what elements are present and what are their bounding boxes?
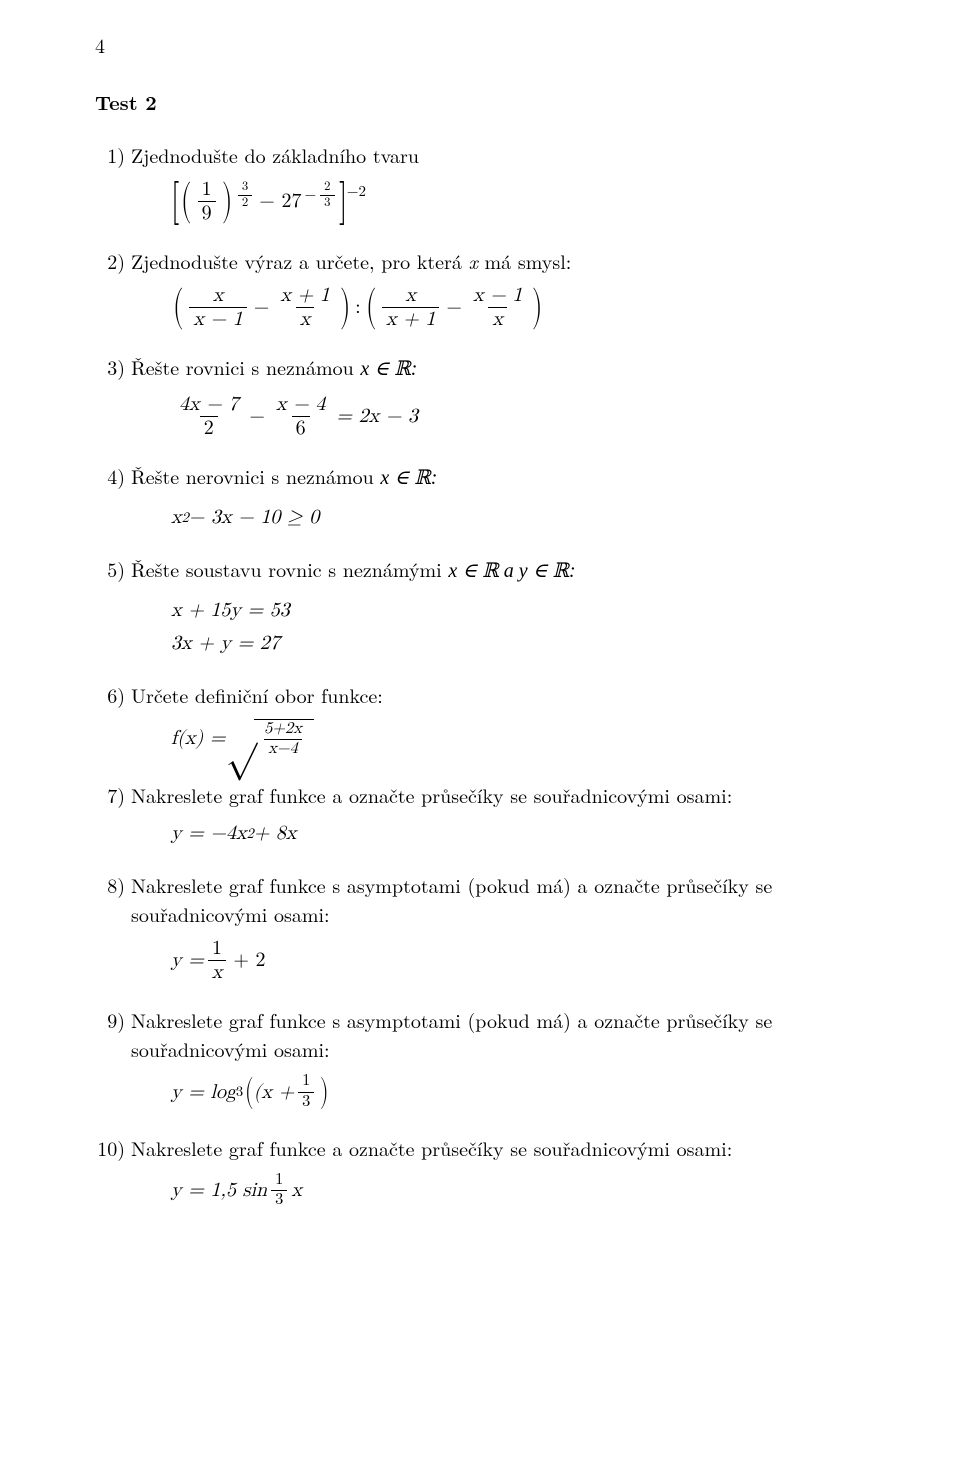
equation: 4x − 72 − x − 46 = 2x − 3 bbox=[171, 394, 865, 439]
lhs: y = 1,5 sin bbox=[171, 1176, 267, 1205]
fraction-den: x + 1 bbox=[382, 307, 439, 330]
problem-number: 7) bbox=[95, 780, 125, 809]
problem-text: Určete definiční obor funkce: bbox=[131, 680, 383, 709]
fraction-den: x − 1 bbox=[189, 307, 246, 330]
tail: + 2 bbox=[233, 946, 265, 975]
exp-den: 3 bbox=[320, 195, 334, 210]
fraction-den: 3 bbox=[298, 1092, 314, 1111]
right-paren: ) bbox=[320, 1078, 329, 1107]
problem-number: 1) bbox=[95, 140, 125, 169]
right-paren: ) bbox=[221, 183, 232, 221]
fraction-den: x bbox=[488, 307, 507, 330]
problem-list: 1) Zjednodušte do základního tvaru [ ( 1… bbox=[95, 140, 865, 1209]
fraction-den: x bbox=[296, 307, 315, 330]
colon: : bbox=[355, 293, 361, 322]
problem-number: 5) bbox=[95, 554, 125, 583]
problem-1: 1) Zjednodušte do základního tvaru [ ( 1… bbox=[95, 140, 865, 224]
equation-line-2: 3x + y = 27 bbox=[171, 629, 865, 658]
fraction-den: 3 bbox=[271, 1190, 287, 1209]
problem-8: 8) Nakreslete graf funkce s asymptotami … bbox=[95, 870, 865, 983]
fraction-num: 1 bbox=[208, 938, 226, 960]
exp-num: 3 bbox=[238, 181, 252, 195]
fraction-den: 6 bbox=[292, 416, 310, 439]
problem-3: 3) Řešte rovnici s neznámou x ∈ ℝ: 4x − … bbox=[95, 352, 865, 439]
problem-number: 3) bbox=[95, 352, 125, 381]
fraction-den: 9 bbox=[198, 201, 216, 224]
page-number: 4 bbox=[95, 30, 865, 59]
problem-number: 10) bbox=[95, 1133, 125, 1162]
problem-2: 2) Zjednodušte výraz a určete, pro která… bbox=[95, 246, 865, 330]
fraction-num: 1 bbox=[198, 179, 216, 201]
right-bracket: ] bbox=[338, 182, 347, 222]
sqrt-icon: √ bbox=[225, 719, 257, 758]
minus-term: − 27 bbox=[259, 187, 301, 216]
lhs: y = log bbox=[171, 1078, 236, 1107]
equation: ( xx − 1 − x + 1x ) : ( xx + 1 − x − 1x … bbox=[171, 285, 865, 330]
rhs: = 2x − 3 bbox=[336, 402, 418, 431]
fraction-num: x bbox=[401, 285, 420, 307]
paren-content: (x + bbox=[254, 1078, 295, 1107]
problem-text: Řešte nerovnici s neznámou x ∈ ℝ: bbox=[131, 461, 437, 490]
problem-10: 10) Nakreslete graf funkce a označte prů… bbox=[95, 1133, 865, 1209]
problem-number: 6) bbox=[95, 680, 125, 709]
page: 4 Test 2 1) Zjednodušte do základního tv… bbox=[0, 0, 960, 1482]
problem-text: Nakreslete graf funkce s asymptotami (po… bbox=[131, 870, 772, 928]
fraction-den: 2 bbox=[200, 416, 218, 439]
lhs: f(x) = bbox=[171, 724, 225, 753]
equation: f(x) = √ 5+2x x−4 bbox=[171, 719, 865, 758]
fraction-den: x bbox=[208, 960, 227, 983]
left-bracket: [ bbox=[171, 182, 180, 222]
problem-number: 4) bbox=[95, 461, 125, 490]
fraction-den: x−4 bbox=[264, 739, 302, 758]
problem-9: 9) Nakreslete graf funkce s asymptotami … bbox=[95, 1005, 865, 1110]
problem-text: Nakreslete graf funkce s asymptotami (po… bbox=[131, 1005, 772, 1063]
fraction-num: 1 bbox=[271, 1172, 287, 1190]
fraction-num: 1 bbox=[298, 1073, 314, 1091]
problem-text: Řešte rovnici s neznámou x ∈ ℝ: bbox=[131, 352, 417, 381]
problem-6: 6) Určete definiční obor funkce: f(x) = … bbox=[95, 680, 865, 758]
problem-4: 4) Řešte nerovnici s neznámou x ∈ ℝ: x2 … bbox=[95, 461, 865, 532]
lhs: y = bbox=[171, 946, 204, 975]
problem-text: Zjednodušte do základního tvaru bbox=[131, 140, 419, 169]
exp-sign: − bbox=[305, 187, 317, 202]
equation: y = 1,5 sin 13 x bbox=[171, 1172, 865, 1209]
problem-5: 5) Řešte soustavu rovnic s neznámými x ∈… bbox=[95, 554, 865, 658]
equation: y = −4x2 + 8x bbox=[171, 819, 865, 848]
fraction-num: x − 1 bbox=[469, 285, 526, 307]
outer-exponent: −2 bbox=[347, 181, 366, 203]
problem-number: 2) bbox=[95, 246, 125, 275]
tail: x bbox=[291, 1176, 302, 1205]
problem-text: Zjednodušte výraz a určete, pro která x … bbox=[131, 246, 571, 275]
test-heading: Test 2 bbox=[95, 87, 865, 116]
problem-text: Nakreslete graf funkce a označte průsečí… bbox=[131, 780, 732, 809]
problem-text: Řešte soustavu rovnic s neznámými x ∈ ℝ … bbox=[131, 554, 576, 583]
equation-line-1: x + 15y = 53 bbox=[171, 596, 865, 625]
problem-text: Nakreslete graf funkce a označte průsečí… bbox=[131, 1133, 732, 1162]
equation: y = 1x + 2 bbox=[171, 938, 865, 983]
problem-number: 9) bbox=[95, 1005, 125, 1034]
fraction-num: x − 4 bbox=[272, 394, 329, 416]
fraction-num: x bbox=[209, 285, 228, 307]
equation: y = log3 ((x + 13 ) bbox=[171, 1073, 865, 1110]
equation: x2 − 3x − 10 ≥ 0 bbox=[171, 503, 865, 532]
fraction-num: x + 1 bbox=[276, 285, 333, 307]
left-paren: ( bbox=[181, 183, 192, 221]
fraction-num: 5+2x bbox=[260, 721, 306, 739]
problem-number: 8) bbox=[95, 870, 125, 899]
exp-num: 2 bbox=[320, 181, 334, 195]
equation: [ ( 1 9 ) 3 2 − 27 − bbox=[171, 179, 865, 224]
exp-den: 2 bbox=[238, 195, 252, 210]
fraction-num: 4x − 7 bbox=[175, 394, 242, 416]
problem-7: 7) Nakreslete graf funkce a označte průs… bbox=[95, 780, 865, 848]
